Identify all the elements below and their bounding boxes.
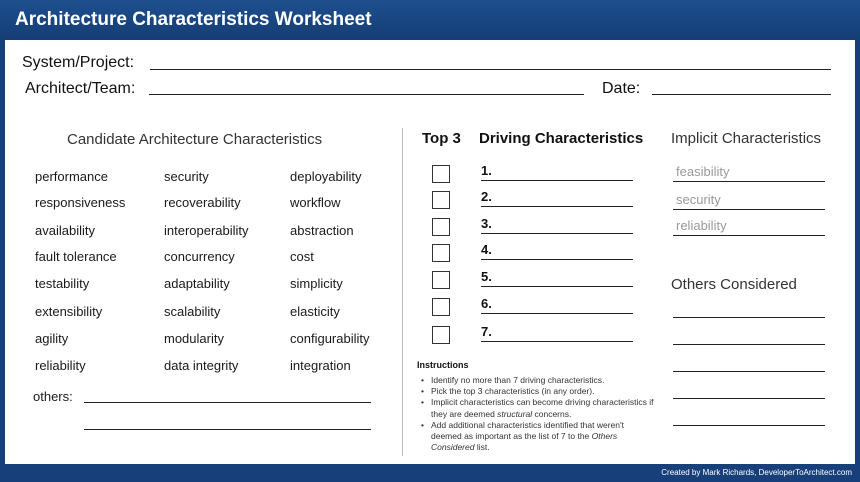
- candidate-item: agility: [35, 331, 69, 346]
- instructions-list: Identify no more than 7 driving characte…: [417, 375, 657, 453]
- instruction-item: Add additional characteristics identifie…: [417, 420, 657, 454]
- driving-row-number: 7.: [481, 324, 492, 339]
- driving-row-line[interactable]: [481, 313, 633, 314]
- implicit-item: reliability: [676, 218, 727, 233]
- others-line-2[interactable]: [84, 429, 371, 430]
- driving-row-number: 2.: [481, 189, 492, 204]
- candidate-item: cost: [290, 249, 314, 264]
- instruction-text: list.: [474, 442, 490, 453]
- driving-characteristics-title: Driving Characteristics: [479, 130, 644, 147]
- candidate-item: scalability: [164, 304, 221, 319]
- top3-checkbox[interactable]: [432, 218, 450, 236]
- others-considered-title: Others Considered: [671, 276, 797, 293]
- driving-row-number: 6.: [481, 296, 492, 311]
- candidate-item: fault tolerance: [35, 249, 117, 264]
- candidate-item: security: [164, 169, 209, 184]
- candidate-item: testability: [35, 276, 90, 291]
- instruction-item: Pick the top 3 characteristics (in any o…: [417, 386, 657, 397]
- candidate-item: integration: [290, 358, 351, 373]
- implicit-line[interactable]: [673, 209, 825, 210]
- top3-checkbox[interactable]: [432, 298, 450, 316]
- top3-checkbox[interactable]: [432, 191, 450, 209]
- instruction-item: Implicit characteristics can become driv…: [417, 397, 657, 419]
- candidate-item: adaptability: [164, 276, 230, 291]
- candidate-item: concurrency: [164, 249, 235, 264]
- date-label: Date:: [602, 80, 641, 97]
- candidate-item: modularity: [164, 331, 224, 346]
- candidate-characteristics-title: Candidate Architecture Characteristics: [67, 131, 323, 148]
- others-label: others:: [33, 389, 73, 404]
- top3-checkbox[interactable]: [432, 165, 450, 183]
- driving-row-number: 5.: [481, 269, 492, 284]
- candidate-item: recoverability: [164, 195, 241, 210]
- others-considered-line[interactable]: [673, 398, 825, 399]
- footer-credit: Created by Mark Richards, DeveloperToArc…: [661, 468, 852, 477]
- implicit-item: feasibility: [676, 164, 730, 179]
- date-line[interactable]: [652, 94, 831, 95]
- section-divider: [402, 128, 403, 456]
- driving-row-line[interactable]: [481, 341, 633, 342]
- driving-row-line[interactable]: [481, 286, 633, 287]
- driving-row-number: 4.: [481, 242, 492, 257]
- instruction-emphasis: Others Considered: [431, 431, 618, 453]
- candidate-item: configurability: [290, 331, 370, 346]
- implicit-line[interactable]: [673, 235, 825, 236]
- instructions-title: Instructions: [417, 360, 469, 370]
- top3-checkbox[interactable]: [432, 326, 450, 344]
- top3-checkbox[interactable]: [432, 244, 450, 262]
- top3-title: Top 3: [422, 130, 461, 147]
- system-project-label: System/Project:: [22, 54, 135, 71]
- system-project-line[interactable]: [150, 69, 831, 70]
- others-considered-line[interactable]: [673, 425, 825, 426]
- instruction-item: Identify no more than 7 driving characte…: [417, 375, 657, 386]
- architect-team-label: Architect/Team:: [25, 80, 136, 97]
- candidate-item: performance: [35, 169, 108, 184]
- header-bar: Architecture Characteristics Worksheet: [0, 0, 860, 40]
- others-considered-line[interactable]: [673, 344, 825, 345]
- architect-team-line[interactable]: [149, 94, 584, 95]
- others-considered-line[interactable]: [673, 317, 825, 318]
- others-line-1[interactable]: [84, 402, 371, 403]
- driving-row-line[interactable]: [481, 180, 633, 181]
- candidate-item: availability: [35, 223, 95, 238]
- instruction-emphasis: structural: [497, 408, 533, 419]
- driving-row-line[interactable]: [481, 233, 633, 234]
- candidate-item: deployability: [290, 169, 362, 184]
- candidate-item: simplicity: [290, 276, 343, 291]
- driving-row-line[interactable]: [481, 206, 633, 207]
- instruction-text: Implicit characteristics can become driv…: [431, 397, 654, 419]
- instruction-text: Add additional characteristics identifie…: [431, 419, 624, 442]
- implicit-line[interactable]: [673, 181, 825, 182]
- instruction-text: concerns.: [532, 408, 572, 419]
- others-considered-line[interactable]: [673, 371, 825, 372]
- candidate-item: reliability: [35, 358, 86, 373]
- top3-checkbox[interactable]: [432, 271, 450, 289]
- candidate-item: elasticity: [290, 304, 340, 319]
- candidate-item: data integrity: [164, 358, 239, 373]
- driving-row-number: 3.: [481, 216, 492, 231]
- worksheet-sheet: System/Project: Architect/Team: Date: Ca…: [5, 40, 855, 464]
- candidate-item: abstraction: [290, 223, 354, 238]
- candidate-item: workflow: [290, 195, 341, 210]
- worksheet-title: Architecture Characteristics Worksheet: [15, 9, 372, 30]
- candidate-item: extensibility: [35, 304, 103, 319]
- implicit-item: security: [676, 192, 721, 207]
- candidate-item: responsiveness: [35, 195, 126, 210]
- driving-row-number: 1.: [481, 163, 492, 178]
- candidate-item: interoperability: [164, 223, 249, 238]
- driving-row-line[interactable]: [481, 259, 633, 260]
- implicit-characteristics-title: Implicit Characteristics: [671, 130, 822, 147]
